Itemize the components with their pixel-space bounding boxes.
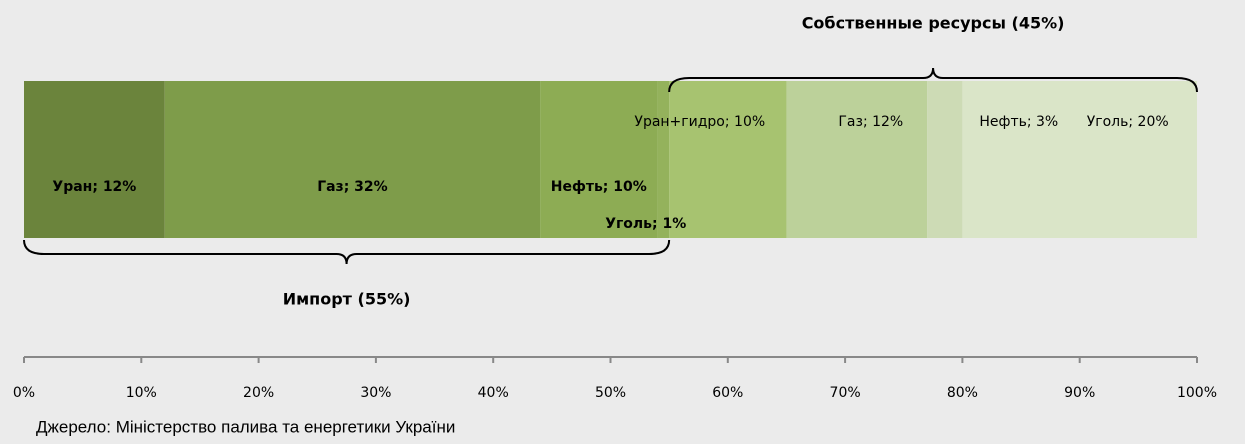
annotation: Импорт (55%) [283, 290, 411, 309]
source: Джерело: Міністерство палива та енергети… [36, 417, 455, 436]
x-tick-label: 0% [13, 385, 35, 401]
data-label: Нефть; 10% [551, 179, 647, 195]
bar-segment [657, 81, 670, 238]
bar-segment [962, 81, 1197, 238]
data-label: Уголь; 1% [605, 216, 686, 232]
bracket [668, 67, 1198, 93]
data-label: Нефть; 3% [979, 114, 1058, 130]
x-tick-label: 60% [712, 385, 743, 401]
x-tick-label: 30% [360, 385, 391, 401]
x-tick-label: 70% [830, 385, 861, 401]
x-tick-label: 40% [478, 385, 509, 401]
annotation: Собственные ресурсы (45%) [802, 14, 1065, 33]
x-tick-label: 80% [947, 385, 978, 401]
x-tick-label: 50% [595, 385, 626, 401]
data-label: Уран; 12% [52, 179, 136, 195]
bar-segment [164, 81, 541, 238]
bar-segment [24, 81, 165, 238]
bracket [23, 239, 671, 265]
bar-segment [669, 81, 787, 238]
data-label: Уголь; 20% [1087, 114, 1169, 130]
bar-segment [927, 81, 963, 238]
bar-segment [540, 81, 658, 238]
data-label: Уран+гидро; 10% [634, 114, 765, 130]
x-tick-label: 10% [126, 385, 157, 401]
data-label: Газ; 12% [838, 114, 903, 130]
x-tick-label: 20% [243, 385, 274, 401]
x-tick-label: 90% [1064, 385, 1095, 401]
x-tick-label: 100% [1177, 385, 1217, 401]
bar-segment [786, 81, 928, 238]
data-label: Газ; 32% [317, 179, 388, 195]
